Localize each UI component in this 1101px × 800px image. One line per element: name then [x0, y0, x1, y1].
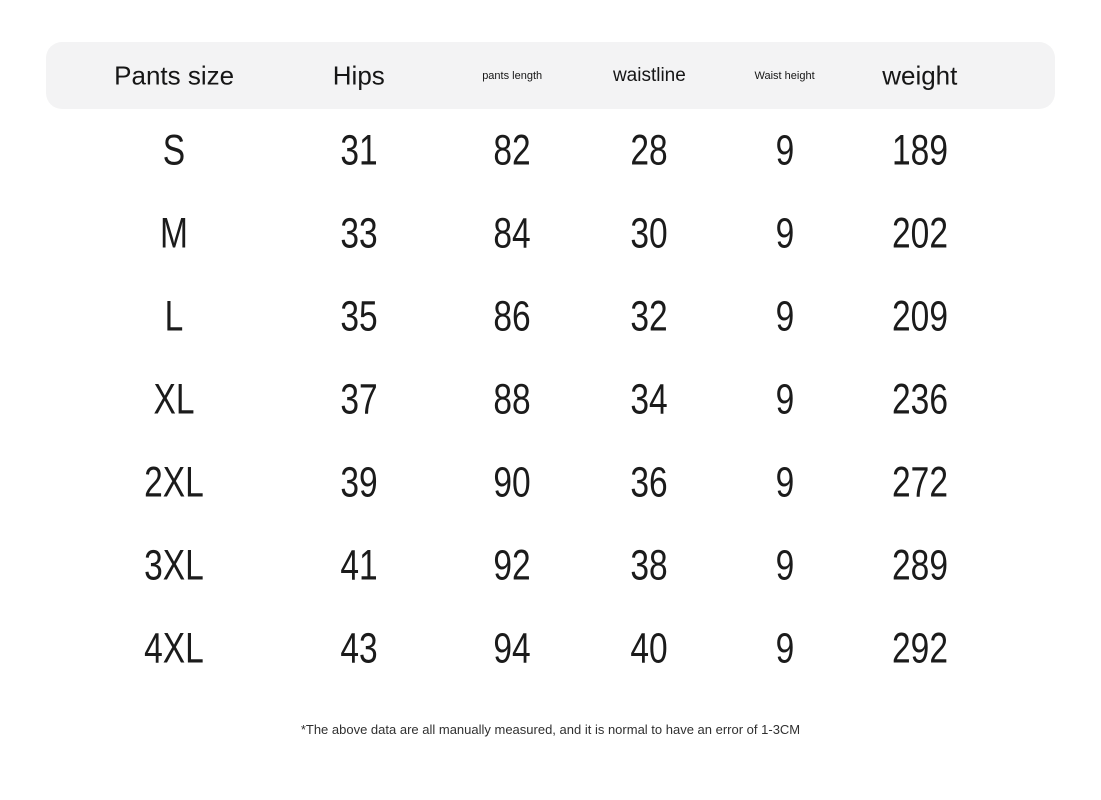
cell-waistline: 30 [630, 209, 669, 257]
cell-waistline: 34 [630, 375, 669, 423]
cell-pants-size: 4XL [144, 624, 204, 672]
cell-weight: 236 [891, 375, 948, 423]
cell-pants-length: 82 [493, 126, 531, 174]
cell-waist-height: 9 [775, 292, 794, 340]
cell-weight: 202 [891, 209, 948, 257]
cell-pants-size: XL [153, 375, 195, 423]
cell-waist-height: 9 [775, 624, 794, 672]
table-body: S 31 82 28 9 189 M 33 84 30 9 202 L 35 8… [46, 109, 1055, 690]
cell-pants-size: 3XL [144, 541, 204, 589]
table-row: 4XL 43 94 40 9 292 [46, 607, 1055, 690]
cell-waistline: 40 [630, 624, 669, 672]
cell-hips: 31 [340, 126, 378, 174]
cell-hips: 37 [340, 375, 378, 423]
cell-pants-size: M [160, 209, 189, 257]
cell-weight: 292 [891, 624, 948, 672]
cell-weight: 289 [891, 541, 948, 589]
column-header-waistline: waistline [612, 64, 686, 86]
cell-waist-height: 9 [775, 126, 794, 174]
table-row: M 33 84 30 9 202 [46, 192, 1055, 275]
table-row: 2XL 39 90 36 9 272 [46, 441, 1055, 524]
cell-waistline: 28 [630, 126, 669, 174]
cell-weight: 272 [891, 458, 948, 506]
cell-pants-length: 86 [493, 292, 531, 340]
cell-hips: 39 [340, 458, 378, 506]
cell-waist-height: 9 [775, 458, 794, 506]
cell-weight: 189 [891, 126, 948, 174]
cell-pants-length: 90 [493, 458, 531, 506]
column-header-pants-size: Pants size [114, 60, 235, 90]
table-row: 3XL 41 92 38 9 289 [46, 524, 1055, 607]
cell-pants-length: 88 [493, 375, 531, 423]
table-header: Pants size Hips pants length waistline W… [46, 42, 1055, 109]
cell-waistline: 36 [630, 458, 669, 506]
cell-waist-height: 9 [775, 541, 794, 589]
cell-hips: 41 [340, 541, 378, 589]
cell-pants-length: 84 [493, 209, 531, 257]
cell-waist-height: 9 [775, 209, 794, 257]
table-row: XL 37 88 34 9 236 [46, 358, 1055, 441]
cell-hips: 33 [340, 209, 378, 257]
cell-pants-length: 94 [493, 624, 531, 672]
column-header-hips: Hips [332, 60, 385, 90]
cell-hips: 35 [340, 292, 378, 340]
cell-pants-length: 92 [493, 541, 531, 589]
cell-pants-size: L [164, 292, 184, 340]
cell-pants-size: S [162, 126, 186, 174]
table-row: S 31 82 28 9 189 [46, 109, 1055, 192]
cell-weight: 209 [891, 292, 948, 340]
cell-hips: 43 [340, 624, 378, 672]
cell-waistline: 38 [630, 541, 669, 589]
column-header-weight: weight [882, 60, 958, 90]
cell-waistline: 32 [630, 292, 669, 340]
footnote: *The above data are all manually measure… [300, 722, 801, 737]
cell-pants-size: 2XL [144, 458, 204, 506]
column-header-waist-height: Waist height [754, 69, 815, 82]
cell-waist-height: 9 [775, 375, 794, 423]
column-header-pants-length: pants length [482, 69, 543, 82]
table-row: L 35 86 32 9 209 [46, 275, 1055, 358]
